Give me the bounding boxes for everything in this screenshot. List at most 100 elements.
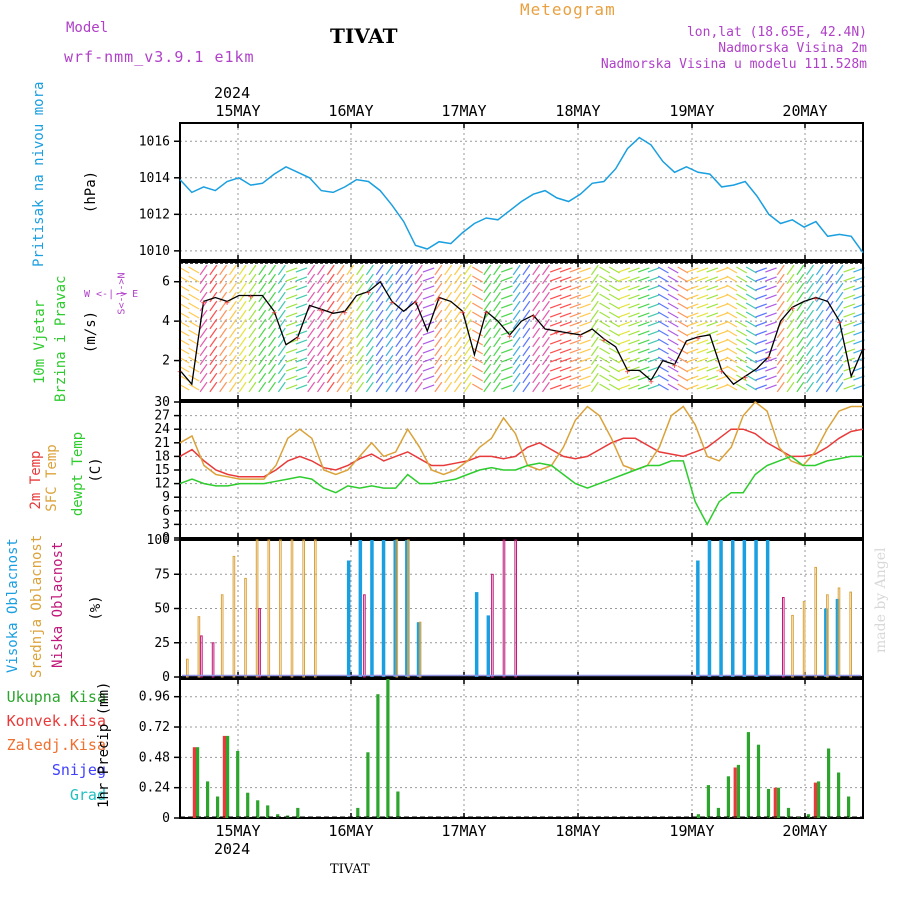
wind-barb: [677, 284, 689, 292]
hail-label: Grad: [69, 786, 106, 804]
cloud-bar-0: [742, 540, 747, 677]
wind-barb: [745, 284, 757, 292]
wind-barb: [365, 381, 374, 393]
wind-barb: [677, 311, 689, 319]
wind-marker: +: [295, 334, 301, 344]
precip-bar-total: [256, 800, 260, 818]
wind-barb: [277, 354, 286, 366]
wind-barb: [806, 336, 814, 348]
wind-barb: [405, 372, 413, 384]
wind-barb: [472, 320, 483, 328]
cloud-bar-1: [418, 621, 422, 678]
wind-barb: [346, 273, 355, 285]
wind-barb: [696, 321, 709, 327]
temperature-ytick-label-6: 18: [154, 449, 170, 464]
wind-barb: [628, 330, 640, 336]
wind-barb: [637, 303, 650, 309]
day-label-top-1: 16MAY: [328, 102, 373, 120]
wind-barb: [248, 273, 257, 285]
wind-barb: [599, 320, 611, 328]
wind-barb: [258, 354, 267, 366]
wind-barb: [414, 372, 423, 384]
wind-barb: [628, 285, 640, 291]
wind-barb: [356, 264, 364, 276]
wind-barb: [745, 302, 757, 310]
wind-barb: [472, 365, 483, 373]
wind-barb: [677, 302, 689, 310]
wind-barb: [726, 356, 738, 364]
wind-barb: [188, 374, 200, 382]
wind-barb: [549, 303, 562, 309]
wind-barb: [385, 318, 394, 330]
wind-barb: [667, 311, 679, 319]
precip-bar-total: [806, 814, 811, 818]
wind-barb: [500, 276, 513, 282]
wind-barb: [542, 309, 550, 321]
wind-barb: [414, 363, 423, 375]
wind-barb: [532, 300, 541, 312]
wind-barb: [637, 276, 650, 282]
day-label-top-0: 15MAY: [215, 102, 260, 120]
wind-barb: [356, 273, 364, 285]
wind-barb: [776, 282, 785, 294]
wind-barb: [326, 354, 335, 366]
cloud-bar-2: [363, 594, 366, 678]
wind-marker: +: [319, 306, 325, 316]
wind-barb: [716, 321, 728, 327]
wind-barb: [686, 348, 699, 354]
wind-barb: [677, 293, 689, 301]
wind-barb: [385, 327, 394, 339]
wind-barb: [512, 318, 521, 330]
cloud-bar-1: [407, 539, 410, 678]
cloud-bar-0: [358, 540, 363, 677]
wind-barb: [454, 336, 462, 348]
wind-barb: [726, 311, 738, 319]
wind-barb: [365, 354, 374, 366]
wind-barb: [667, 266, 679, 274]
wind-barb: [285, 276, 298, 282]
wind-barb: [219, 282, 228, 294]
wind-barb: [599, 374, 611, 382]
wind-barb: [434, 282, 443, 294]
wind-barb: [755, 384, 768, 390]
wind-barb: [765, 285, 777, 291]
wind-barb: [726, 383, 738, 391]
wind-barb: [786, 273, 795, 285]
wind-barb: [385, 363, 394, 375]
cloud-bar-0: [393, 540, 397, 677]
wind-barb: [618, 321, 631, 327]
wind-barb: [307, 291, 316, 303]
wind-barb: [569, 294, 582, 300]
wind-barb: [483, 282, 492, 294]
wind-barb: [444, 345, 453, 357]
wind-barb: [590, 354, 599, 366]
wind-barb: [786, 264, 795, 276]
wind-barb: [657, 374, 669, 382]
wind-barb: [285, 303, 298, 309]
wind-barb: [796, 273, 805, 285]
precip-frame: [179, 678, 864, 819]
temperature-ytick-label-7: 21: [154, 436, 170, 451]
wind-barb: [512, 372, 521, 384]
wind-barb: [385, 309, 394, 321]
wind-barb: [365, 336, 374, 348]
wind-barb: [667, 365, 679, 373]
wind-barb: [434, 354, 443, 366]
wind-barb: [395, 372, 404, 384]
wind-barb: [209, 363, 218, 375]
wind-barb: [579, 366, 591, 372]
precip-ytick-label-0: 0: [162, 811, 170, 826]
temperature-ytick-label-8: 24: [154, 422, 170, 437]
wind-barb: [579, 267, 591, 273]
cloud-bar-1: [279, 539, 282, 678]
wind-barb: [677, 329, 689, 337]
wind-barb: [825, 381, 834, 393]
wind-barb: [285, 348, 298, 354]
wind-barb: [422, 348, 435, 354]
precip-plot-bg: [180, 679, 863, 818]
wind-barb: [677, 338, 689, 346]
wind-barb: [422, 339, 435, 345]
wind-barb: [618, 339, 631, 345]
wind-barb: [512, 273, 521, 285]
